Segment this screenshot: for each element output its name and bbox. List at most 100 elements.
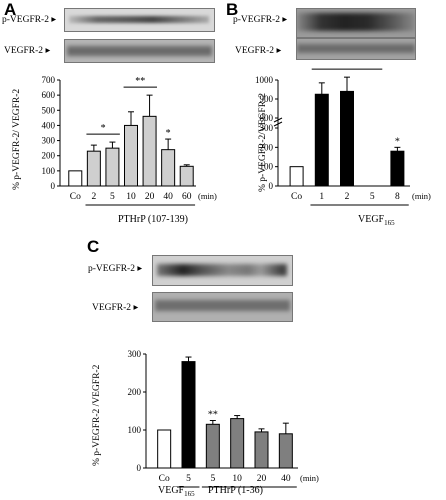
western-blot-p-vegfr2-c: [152, 255, 293, 286]
y-tick-label: 200: [42, 151, 56, 161]
group-label-c1-main: VEGF: [158, 485, 185, 496]
bar: [390, 150, 405, 187]
x-tick-label: 2: [91, 192, 96, 202]
x-tick-label: 40: [281, 474, 291, 484]
blot-label-vegfr2-a-text: VEGFR-2: [4, 46, 44, 56]
blot-band: [297, 13, 415, 31]
significance-mark: **: [135, 76, 145, 87]
y-tick-label: 300: [260, 123, 274, 133]
y-tick-label: 300: [128, 349, 142, 359]
x-tick-label: 5: [370, 192, 375, 202]
y-tick-label: 0: [269, 181, 274, 191]
bar: [314, 93, 329, 187]
significance-mark: **: [208, 410, 218, 421]
bar: [142, 115, 157, 187]
x-tick-label: 60: [182, 192, 192, 202]
blot-band: [69, 16, 209, 23]
x-tick-label: 5: [210, 474, 215, 484]
significance-mark: *: [166, 128, 171, 139]
bar: [230, 418, 245, 469]
significance-mark: *: [101, 123, 106, 134]
bar-chart-c: 0 100 200 300 Co 5 5 10 20 40 (min) **: [128, 349, 319, 488]
blot-label-p-vegfr2-b-text: p-VEGFR-2: [233, 15, 280, 25]
x-tick-label: Co: [70, 192, 81, 202]
x-unit-label: (min): [198, 191, 217, 201]
y-tick-label: 200: [128, 387, 142, 397]
y-tick-label: 100: [128, 425, 142, 435]
x-tick-label: 2: [345, 192, 350, 202]
x-tick-label: 20: [145, 192, 155, 202]
y-tick-label: 400: [42, 120, 56, 130]
bar: [278, 433, 293, 469]
y-tick-label: 900: [260, 94, 274, 104]
x-tick-label: 40: [163, 192, 173, 202]
x-tick-label: 8: [395, 192, 400, 202]
x-tick-label: 20: [257, 474, 267, 484]
blot-label-p-vegfr2-b: p-VEGFR-2 ▸: [233, 15, 288, 25]
bar: [205, 423, 220, 469]
western-blot-vegfr2-c: [152, 292, 293, 322]
y-tick-label: 500: [42, 105, 56, 115]
significance-mark: **: [342, 68, 352, 69]
blot-label-vegfr2-b-text: VEGFR-2: [235, 46, 275, 56]
y-tick-label: 1000: [255, 75, 274, 85]
western-blot-p-vegfr2-a: [64, 8, 215, 32]
y-tick-label: 800: [260, 113, 274, 123]
x-tick-label: 5: [186, 474, 191, 484]
bar: [161, 149, 176, 187]
x-tick-label: Co: [291, 192, 302, 202]
y-tick-label: 100: [260, 162, 274, 172]
y-tick-label: 300: [42, 136, 56, 146]
blot-band: [157, 264, 287, 276]
blot-label-p-vegfr2-c-text: p-VEGFR-2: [88, 264, 135, 274]
bar: [86, 150, 101, 187]
x-tick-label: Co: [159, 474, 170, 484]
bar: [181, 361, 196, 469]
blot-label-vegfr2-b: VEGFR-2 ▸: [235, 46, 282, 56]
blot-label-p-vegfr2-a: p-VEGFR-2 ▸: [2, 15, 57, 25]
y-tick-label: 100: [42, 166, 56, 176]
y-tick-label: 600: [42, 90, 56, 100]
x-tick-label: 1: [319, 192, 324, 202]
x-unit-label: (min): [300, 473, 319, 483]
axis-break-mark: [273, 121, 283, 127]
bar: [157, 429, 172, 469]
group-label-c1: VEGF165: [158, 485, 195, 498]
x-tick-label: 10: [232, 474, 242, 484]
panel-letter-a: A: [4, 0, 17, 19]
blot-band: [155, 300, 290, 311]
blot-label-p-vegfr2-a-text: p-VEGFR-2: [2, 15, 49, 25]
bar: [340, 90, 354, 187]
significance-mark: *: [395, 136, 400, 147]
x-tick-label: 5: [110, 192, 115, 202]
blot-label-vegfr2-c-text: VEGFR-2: [92, 303, 132, 313]
western-blot-vegfr2-b: [296, 38, 416, 60]
blot-label-vegfr2-a: VEGFR-2 ▸: [4, 46, 51, 56]
y-tick-label: 0: [51, 181, 56, 191]
blot-label-vegfr2-c: VEGFR-2 ▸: [92, 303, 139, 313]
x-tick-label: 10: [126, 192, 136, 202]
x-unit-label: (min): [412, 191, 431, 201]
group-label-a: PTHrP (107-139): [118, 214, 188, 225]
y-tick-label: 700: [42, 75, 56, 85]
bar: [289, 166, 304, 187]
bar: [254, 431, 269, 469]
y-tick-label: 0: [137, 463, 142, 473]
group-label-b: VEGF165: [358, 214, 395, 227]
western-blot-vegfr2-a: [64, 39, 215, 63]
bar-chart-a: 0 100 200 300 400 500 600 700 Co 2 5 10 20 40 60 (min) *…: [42, 75, 217, 206]
bar: [105, 147, 120, 187]
blot-band: [297, 44, 415, 53]
blot-label-p-vegfr2-c: p-VEGFR-2 ▸: [88, 264, 143, 274]
panel-letter-b: B: [226, 0, 239, 19]
bar: [68, 170, 83, 187]
axis-break-mark: [273, 117, 283, 123]
panel-letter-c: C: [87, 237, 100, 256]
bar: [124, 124, 138, 187]
group-label-b-main: VEGF: [358, 214, 385, 225]
group-label-b-sub: 165: [384, 219, 395, 227]
y-tick-label: 200: [260, 142, 274, 152]
group-label-c2: PTHrP (1-36): [208, 485, 263, 496]
group-label-c1-sub: 165: [184, 490, 195, 498]
